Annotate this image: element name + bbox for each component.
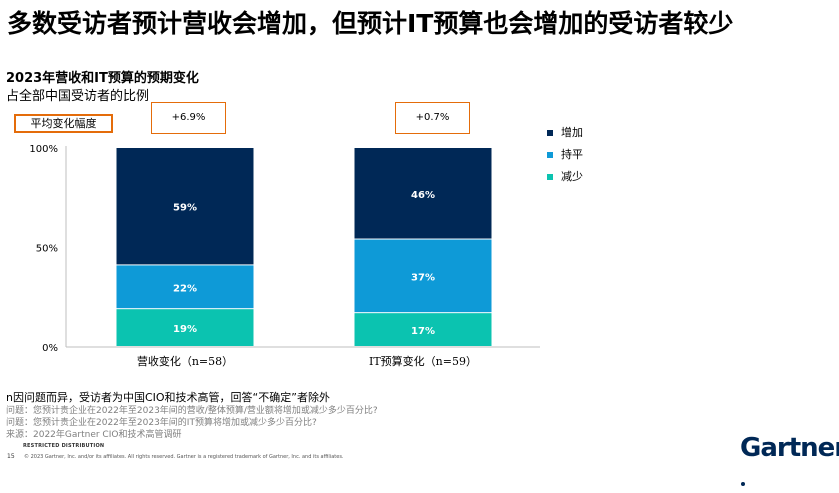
data-label: 59% xyxy=(173,203,197,214)
x-category-label: 营收变化（n=58） xyxy=(137,354,233,368)
bar-segment xyxy=(354,313,492,346)
data-label: 17% xyxy=(411,326,435,337)
average-change-label: 平均变化幅度 xyxy=(14,114,113,133)
average-change-it-budget: +0.7% xyxy=(395,102,470,134)
bar-segment xyxy=(354,239,492,313)
x-category-label: IT预算变化（n=59） xyxy=(369,354,477,368)
bar-segment xyxy=(116,148,254,265)
y-tick-label: 50% xyxy=(36,244,58,255)
legend-swatch-decrease xyxy=(547,174,553,180)
page-number: 15 xyxy=(7,453,15,460)
data-label: 22% xyxy=(173,283,197,294)
logo-dot xyxy=(741,482,745,486)
legend-swatch-flat xyxy=(547,152,553,158)
bar-segment xyxy=(116,265,254,309)
chart-subtitle: 占全部中国受访者的比例 xyxy=(6,89,150,104)
y-tick-label: 100% xyxy=(29,144,58,155)
data-label: 19% xyxy=(173,324,197,335)
bar-segment xyxy=(116,309,254,346)
slide-title: 多数受访者预计营收会增加，但预计IT预算也会增加的受访者较少 xyxy=(7,9,734,38)
average-change-revenue: +6.9% xyxy=(151,102,226,134)
source-line: 来源：2022年Gartner CIO和技术高管调研 xyxy=(6,430,182,440)
copyright: © 2023 Gartner, Inc. and/or its affiliat… xyxy=(24,454,344,460)
restricted-distribution: RESTRICTED DISTRIBUTION xyxy=(23,443,105,449)
footnote: n因问题而异，受访者为中国CIO和技术高管，回答“不确定”者除外 xyxy=(6,391,330,404)
y-tick-label: 0% xyxy=(42,343,58,354)
legend-item-flat: 持平 xyxy=(547,146,583,162)
legend-swatch-increase xyxy=(547,130,553,136)
legend-label-flat: 持平 xyxy=(561,148,583,161)
gartner-logo: Gartner xyxy=(740,433,839,493)
logo-text: Gartner xyxy=(740,433,839,463)
data-label: 46% xyxy=(411,190,435,201)
question-2: 问题：您预计贵企业在2022年至2023年间的IT预算将增加或减少多少百分比? xyxy=(6,418,317,428)
stacked-bar-chart: 0% 50% 100% 19% 22% 59% 营收变化（n=58） 17% 37% 46% IT预… xyxy=(29,144,540,368)
legend-item-decrease: 减少 xyxy=(547,168,583,184)
legend-label-decrease: 减少 xyxy=(561,170,583,183)
legend-item-increase: 增加 xyxy=(547,124,583,140)
legend-label-increase: 增加 xyxy=(561,126,583,139)
data-label: 37% xyxy=(411,272,435,283)
bar-segment xyxy=(354,148,492,239)
question-1: 问题：您预计贵企业在2022年至2023年间的营收/整体预算/营业额将增加或减少… xyxy=(6,406,378,416)
chart-title: 2023年营收和IT预算的预期变化 xyxy=(6,71,199,86)
